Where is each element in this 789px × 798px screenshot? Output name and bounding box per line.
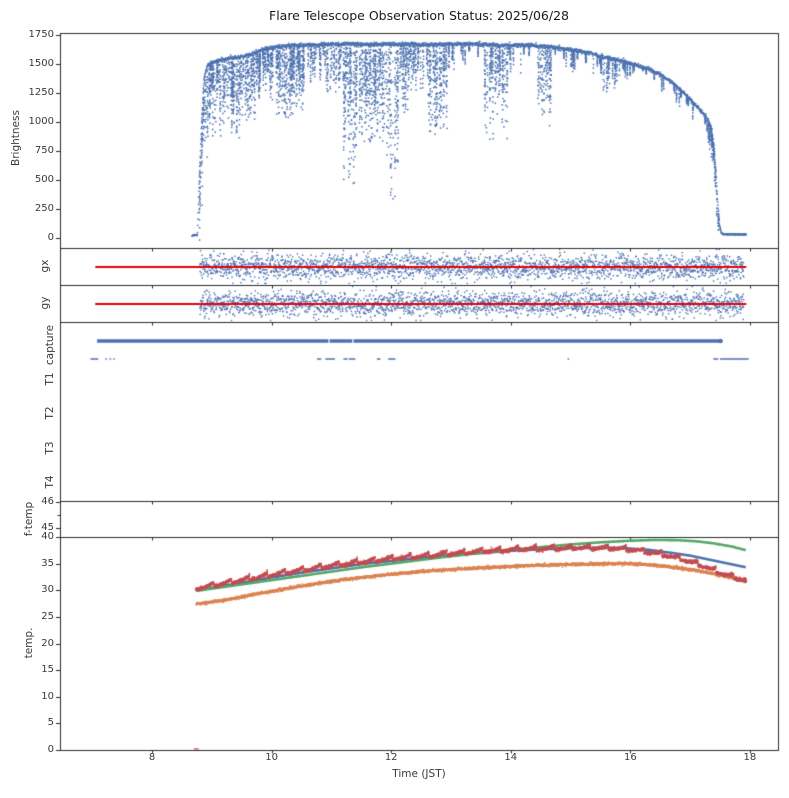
x-tick-label: 8 xyxy=(148,752,156,763)
y-tick-label: 45 xyxy=(41,521,54,533)
x-tick-label: 12 xyxy=(384,752,398,763)
y-tick-label: 1000 xyxy=(28,115,54,127)
y-tick-label: 30 xyxy=(41,584,54,596)
y-axis-label-gy: gy xyxy=(39,296,51,310)
y-tick-label: 15 xyxy=(41,664,54,676)
y-tick-label: 0 xyxy=(47,744,54,755)
y-tick-label: 1250 xyxy=(28,86,54,98)
y-tick-label: 10 xyxy=(41,690,54,702)
y-tick-label: 500 xyxy=(34,174,54,185)
x-tick-label: 10 xyxy=(265,752,278,763)
y-tick-label: 20 xyxy=(41,637,54,649)
y-tick-label: 750 xyxy=(34,145,54,156)
y-tick-label: 0 xyxy=(47,232,54,244)
y-tick-label: 5 xyxy=(47,717,54,729)
y-axis-label-gx: gx xyxy=(39,259,51,273)
y-tick-label: 250 xyxy=(34,203,54,214)
x-axis-label: Time (JST) xyxy=(392,768,446,780)
category-tick-label: T1 xyxy=(44,372,56,386)
y-tick-label: 40 xyxy=(41,531,54,542)
category-tick-label: T3 xyxy=(44,441,56,455)
category-tick-label: capture xyxy=(44,324,56,366)
x-tick-label: 14 xyxy=(504,752,518,763)
x-tick-label: 16 xyxy=(623,752,637,763)
y-tick-label: 1500 xyxy=(28,57,54,69)
category-tick-label: T2 xyxy=(44,406,56,420)
y-tick-label: 1750 xyxy=(28,28,54,40)
category-tick-label: T4 xyxy=(44,475,56,489)
y-tick-label: 46 xyxy=(41,496,54,508)
x-tick-label: 18 xyxy=(743,752,757,763)
y-tick-label: 35 xyxy=(41,557,54,569)
y-tick-label: 25 xyxy=(41,610,54,622)
chart-title: Flare Telescope Observation Status: 2025… xyxy=(269,8,569,23)
